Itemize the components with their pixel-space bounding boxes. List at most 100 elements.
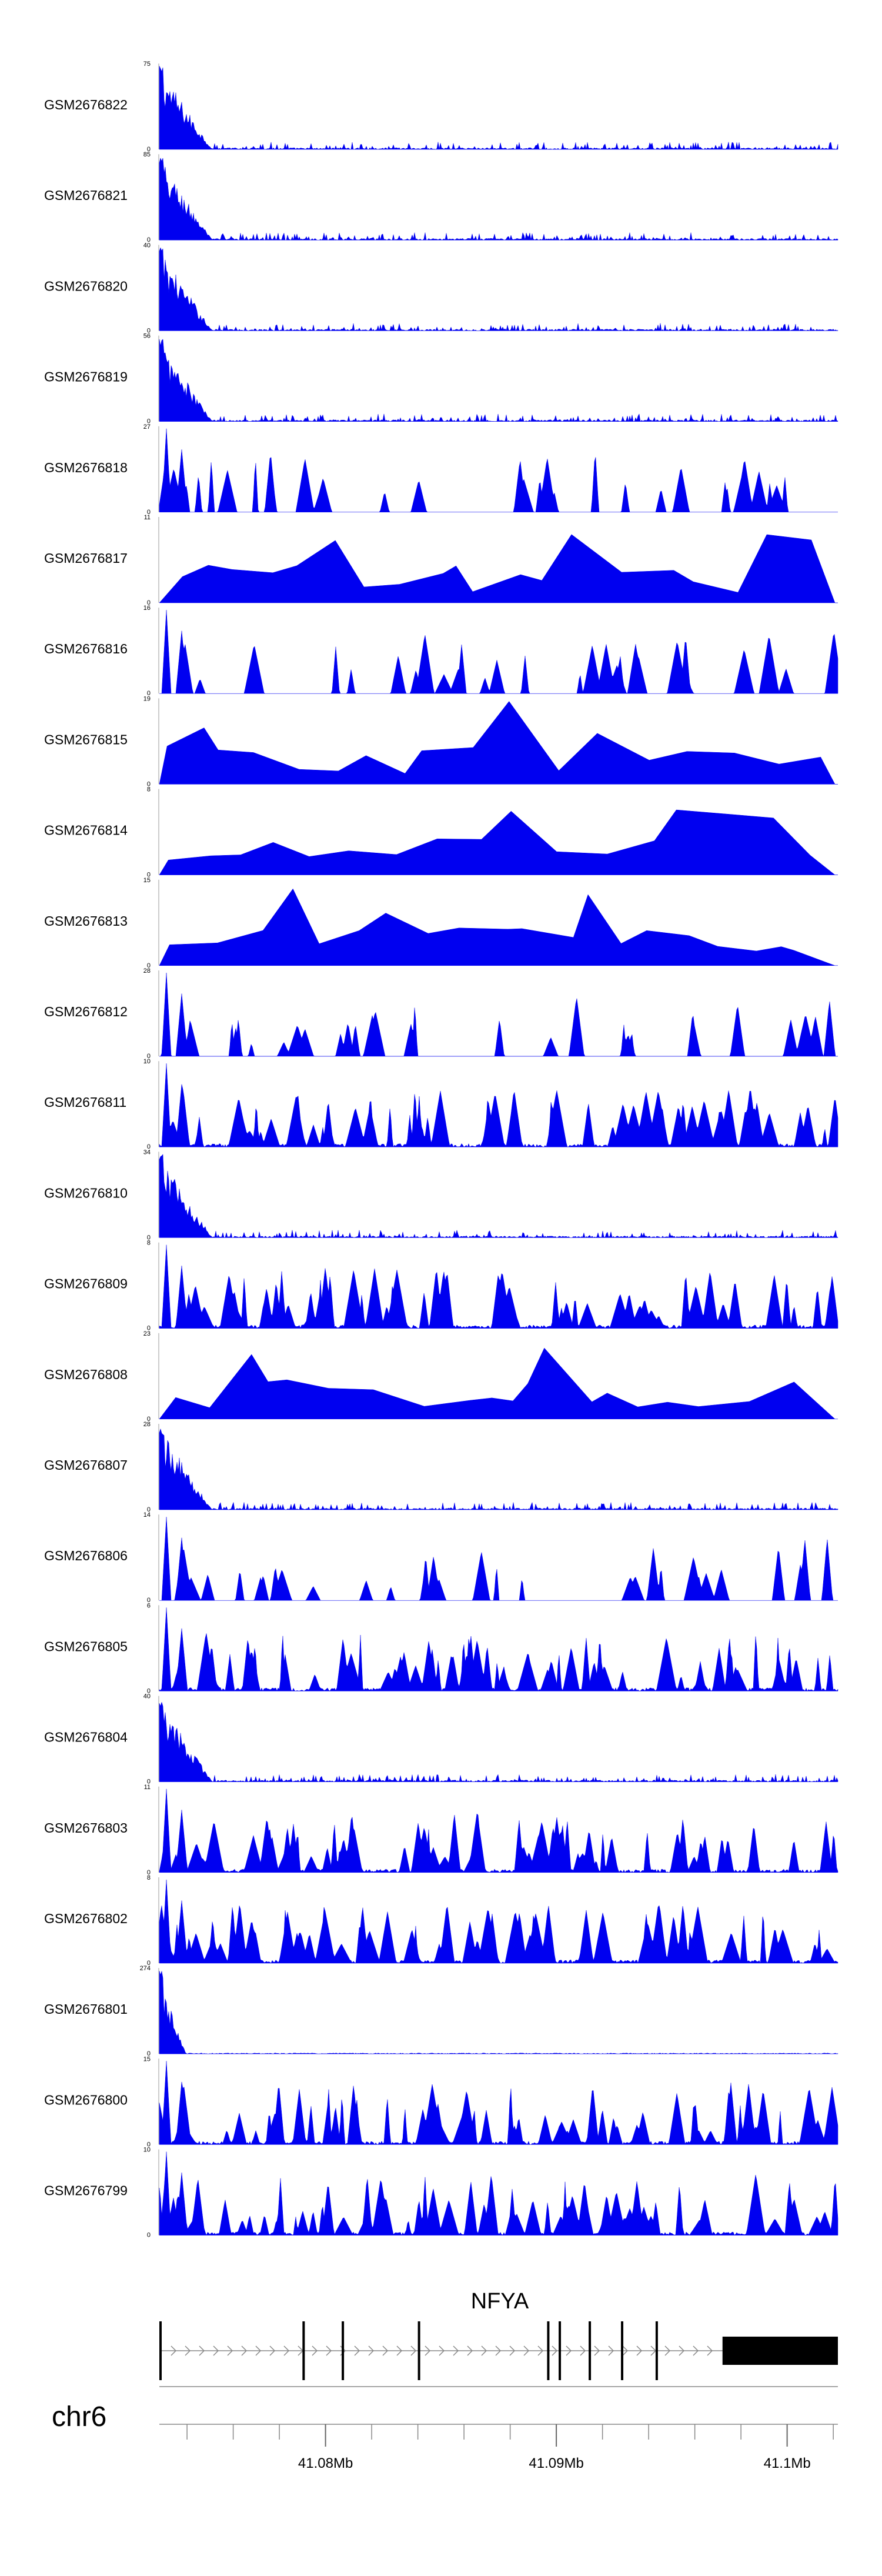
strand-arrow — [269, 2345, 276, 2356]
track-label: GSM2676800 — [44, 2092, 128, 2107]
strand-arrow — [608, 2345, 614, 2356]
strand-arrow — [537, 2345, 544, 2356]
coverage-area — [159, 1063, 838, 1147]
strand-arrow — [552, 2345, 558, 2356]
coverage-track: GSM2676806 14 0 — [44, 1511, 838, 1604]
y-max-label: 85 — [143, 151, 151, 158]
coverage-track: GSM2676818 27 0 — [44, 423, 838, 516]
strand-arrow — [354, 2345, 360, 2356]
track-label: GSM2676806 — [44, 1548, 128, 1563]
axis-tick-label: 41.08Mb — [298, 2455, 353, 2471]
coverage-track: GSM2676802 8 0 — [44, 1874, 838, 1967]
y-zero-label: 0 — [147, 1778, 151, 1786]
coverage-track: GSM2676804 40 0 — [44, 1693, 838, 1786]
strand-arrow — [368, 2345, 375, 2356]
y-zero-label: 0 — [147, 872, 151, 879]
strand-arrow — [580, 2345, 586, 2356]
y-zero-label: 0 — [147, 1960, 151, 1967]
coverage-area — [159, 66, 838, 150]
y-max-label: 8 — [147, 1874, 151, 1881]
y-max-label: 28 — [143, 1421, 151, 1428]
y-zero-label: 0 — [147, 1597, 151, 1604]
strand-arrow — [382, 2345, 389, 2356]
track-label: GSM2676817 — [44, 550, 128, 566]
coverage-track: GSM2676801 274 0 — [44, 1965, 838, 2057]
y-max-label: 14 — [143, 1511, 151, 1519]
coverage-track: GSM2676814 8 0 — [44, 786, 838, 879]
coverage-area — [159, 1879, 838, 1964]
y-max-label: 40 — [143, 242, 151, 249]
track-label: GSM2676816 — [44, 641, 128, 656]
coverage-track: GSM2676799 10 0 — [44, 2147, 838, 2239]
coverage-area — [159, 1347, 838, 1420]
track-label: GSM2676818 — [44, 460, 128, 475]
coverage-area — [159, 701, 838, 785]
track-label: GSM2676801 — [44, 2001, 128, 2017]
exon-block — [559, 2321, 562, 2380]
coverage-track: GSM2676800 15 0 — [44, 2056, 838, 2148]
coverage-track: GSM2676811 10 0 — [44, 1058, 838, 1150]
strand-arrow — [326, 2345, 332, 2356]
strand-arrow — [312, 2345, 318, 2356]
strand-arrow — [283, 2345, 290, 2356]
y-max-label: 10 — [143, 1058, 151, 1065]
y-max-label: 11 — [144, 1784, 151, 1791]
y-zero-label: 0 — [147, 146, 151, 153]
coverage-area — [159, 247, 838, 332]
coverage-track: GSM2676812 28 0 — [44, 967, 838, 1060]
exon-block — [547, 2321, 550, 2380]
exon-block — [159, 2321, 162, 2380]
track-label: GSM2676822 — [44, 97, 128, 112]
coverage-area — [159, 610, 838, 694]
y-max-label: 16 — [143, 605, 151, 612]
y-zero-label: 0 — [147, 1234, 151, 1241]
y-zero-label: 0 — [147, 1687, 151, 1694]
y-zero-label: 0 — [147, 236, 151, 243]
track-label: GSM2676819 — [44, 369, 128, 385]
track-label: GSM2676802 — [44, 1911, 128, 1926]
coverage-track: GSM2676813 15 0 — [44, 877, 838, 969]
strand-arrow — [199, 2345, 205, 2356]
coverage-track: GSM2676807 28 0 — [44, 1421, 838, 1513]
track-label: GSM2676808 — [44, 1367, 128, 1382]
y-zero-label: 0 — [147, 418, 151, 425]
track-label: GSM2676807 — [44, 1457, 128, 1473]
coverage-track: GSM2676816 16 0 — [44, 605, 838, 697]
strand-arrow — [425, 2345, 431, 2356]
track-label: GSM2676811 — [44, 1095, 126, 1110]
genome-axis: chr6 41.08Mb 41.09Mb 41.1Mb — [52, 2386, 838, 2471]
coverage-area — [159, 1244, 838, 1329]
y-zero-label: 0 — [147, 962, 151, 969]
y-zero-label: 0 — [147, 1869, 151, 1876]
exon-block — [589, 2321, 592, 2380]
coverage-track: GSM2676808 23 0 — [44, 1330, 838, 1423]
exon-block — [655, 2321, 658, 2380]
y-max-label: 6 — [147, 1602, 151, 1609]
coverage-area — [159, 972, 838, 1057]
exon-block — [722, 2337, 838, 2365]
y-zero-label: 0 — [147, 690, 151, 697]
y-zero-label: 0 — [147, 1416, 151, 1423]
strand-arrow — [594, 2345, 600, 2356]
y-zero-label: 0 — [147, 509, 151, 516]
exon-block — [302, 2321, 305, 2380]
y-max-label: 15 — [143, 877, 151, 884]
track-label: GSM2676812 — [44, 1004, 128, 1019]
strand-arrow — [467, 2345, 473, 2356]
y-max-label: 11 — [144, 514, 151, 521]
coverage-track: GSM2676809 8 0 — [44, 1240, 838, 1332]
coverage-area — [159, 534, 838, 603]
y-max-label: 40 — [143, 1693, 151, 1700]
strand-arrow — [213, 2345, 219, 2356]
coverage-area — [159, 809, 838, 875]
y-zero-label: 0 — [147, 1325, 151, 1332]
coverage-area — [159, 157, 838, 241]
strand-arrow — [185, 2345, 191, 2356]
track-label: GSM2676813 — [44, 913, 128, 929]
gene-name-label: NFYA — [471, 2289, 529, 2314]
y-max-label: 28 — [143, 967, 151, 975]
strand-arrow — [509, 2345, 516, 2356]
coverage-area — [159, 1971, 838, 2054]
strand-arrow — [255, 2345, 262, 2356]
